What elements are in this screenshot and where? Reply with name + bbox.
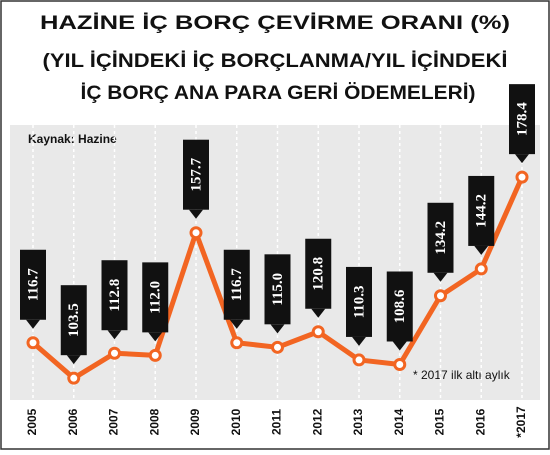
value-label: 116.7 xyxy=(223,249,250,329)
value-label-text: 120.8 xyxy=(311,257,327,291)
source: Kaynak: Hazine xyxy=(28,132,117,146)
x-tick-label: 2006 xyxy=(66,408,80,435)
value-label: 178.4 xyxy=(509,84,535,164)
label-pointer xyxy=(229,319,244,329)
value-label-text: 178.4 xyxy=(514,102,530,136)
x-tick-label: 2009 xyxy=(188,408,202,435)
x-tick-label: 2016 xyxy=(473,408,487,435)
label-pointer xyxy=(107,330,122,340)
value-label: 110.3 xyxy=(346,266,372,346)
x-tick-label: 2014 xyxy=(392,408,406,435)
chart-subtitle: İÇ BORÇ ANA PARA GERİ ÖDEMELERİ) xyxy=(81,83,476,104)
value-label-text: 144.2 xyxy=(474,194,490,228)
value-label: 157.7 xyxy=(183,139,209,219)
point xyxy=(230,336,244,350)
value-label: 115.0 xyxy=(264,254,291,334)
label-pointer xyxy=(26,319,40,329)
value-label-text: 108.6 xyxy=(392,289,408,323)
point xyxy=(393,357,407,371)
label-box xyxy=(386,271,413,342)
x-tick-label: 2012 xyxy=(310,408,324,435)
value-label-text: 110.3 xyxy=(351,285,367,318)
value-label-text: 116.7 xyxy=(229,268,245,301)
value-label: 112.0 xyxy=(142,262,169,342)
label-box xyxy=(264,254,291,325)
chart-subtitle: (YIL İÇİNDEKİ İÇ BORÇLANMA/YIL İÇİNDEKİ xyxy=(43,51,508,72)
label-box xyxy=(20,249,46,320)
label-pointer xyxy=(392,341,407,351)
point xyxy=(271,340,284,354)
value-label: 103.5 xyxy=(60,285,87,365)
x-tick-label: *2017 xyxy=(514,406,528,438)
label-pointer xyxy=(270,324,285,334)
label-box xyxy=(346,266,372,337)
label-pointer xyxy=(515,154,529,164)
point xyxy=(515,170,529,184)
label-box xyxy=(60,285,87,356)
point xyxy=(189,226,203,240)
value-label-text: 134.2 xyxy=(433,221,449,255)
label-pointer xyxy=(433,272,448,282)
value-label-text: 103.5 xyxy=(66,303,82,337)
value-label: 108.6 xyxy=(386,271,413,351)
label-pointer xyxy=(352,336,366,346)
value-label: 116.7 xyxy=(20,249,46,329)
point xyxy=(474,262,488,276)
value-label: 120.8 xyxy=(305,238,332,318)
value-label: 134.2 xyxy=(427,202,454,282)
value-label: 144.2 xyxy=(468,175,495,255)
value-label-text: 115.0 xyxy=(270,273,286,306)
label-box xyxy=(509,84,535,155)
x-tick-label: 2008 xyxy=(147,408,161,435)
label-pointer xyxy=(474,245,489,255)
point xyxy=(352,353,366,367)
point xyxy=(311,325,325,339)
note: * 2017 ilk altı aylık xyxy=(413,368,511,382)
label-pointer xyxy=(66,355,81,365)
point xyxy=(26,336,40,350)
label-pointer xyxy=(148,332,163,342)
label-box xyxy=(427,202,454,273)
value-label: 112.8 xyxy=(101,260,128,340)
label-box xyxy=(183,139,209,210)
x-tick-label: 2013 xyxy=(351,408,365,435)
label-box xyxy=(468,175,495,246)
value-label-text: 112.0 xyxy=(148,281,164,314)
chart-title: HAZİNE İÇ BORÇ ÇEVİRME ORANI (%) xyxy=(40,13,510,34)
x-tick-label: 2011 xyxy=(270,409,284,435)
point xyxy=(108,346,121,360)
x-tick-label: 2015 xyxy=(433,408,447,435)
value-label-text: 116.7 xyxy=(25,268,41,301)
value-label-text: 112.8 xyxy=(107,279,123,312)
label-box xyxy=(223,249,250,320)
label-pointer xyxy=(311,308,326,318)
label-box xyxy=(305,238,332,309)
x-tick-label: 2010 xyxy=(229,408,243,435)
point xyxy=(67,371,81,385)
x-tick-label: 2007 xyxy=(107,408,121,435)
point xyxy=(434,289,447,303)
label-pointer xyxy=(189,209,203,219)
value-label-text: 157.7 xyxy=(188,157,204,191)
label-box xyxy=(101,260,128,331)
label-box xyxy=(142,262,169,333)
x-tick-label: 2005 xyxy=(25,408,39,435)
point xyxy=(148,348,162,362)
